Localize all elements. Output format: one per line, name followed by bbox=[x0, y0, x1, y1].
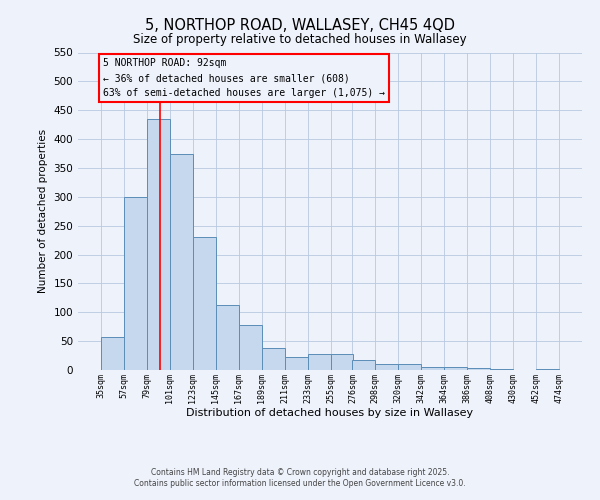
Bar bbox=[352, 360, 376, 370]
Bar bbox=[124, 197, 147, 370]
Bar bbox=[147, 119, 170, 370]
Bar bbox=[331, 354, 353, 370]
Bar bbox=[536, 369, 559, 370]
Bar bbox=[444, 367, 467, 370]
Bar bbox=[239, 325, 262, 370]
Bar bbox=[467, 368, 490, 370]
Bar bbox=[421, 367, 444, 370]
Y-axis label: Number of detached properties: Number of detached properties bbox=[38, 129, 48, 294]
Text: Size of property relative to detached houses in Wallasey: Size of property relative to detached ho… bbox=[133, 32, 467, 46]
Bar bbox=[193, 237, 216, 370]
Bar bbox=[284, 358, 308, 370]
Bar bbox=[308, 354, 331, 370]
Bar bbox=[216, 305, 239, 370]
Bar bbox=[262, 348, 284, 370]
Bar bbox=[101, 337, 124, 370]
Bar bbox=[398, 364, 421, 370]
X-axis label: Distribution of detached houses by size in Wallasey: Distribution of detached houses by size … bbox=[187, 408, 473, 418]
Text: Contains HM Land Registry data © Crown copyright and database right 2025.
Contai: Contains HM Land Registry data © Crown c… bbox=[134, 468, 466, 487]
Text: 5, NORTHOP ROAD, WALLASEY, CH45 4QD: 5, NORTHOP ROAD, WALLASEY, CH45 4QD bbox=[145, 18, 455, 32]
Bar bbox=[170, 154, 193, 370]
Text: 5 NORTHOP ROAD: 92sqm
← 36% of detached houses are smaller (608)
63% of semi-det: 5 NORTHOP ROAD: 92sqm ← 36% of detached … bbox=[103, 58, 385, 98]
Bar bbox=[376, 364, 398, 370]
